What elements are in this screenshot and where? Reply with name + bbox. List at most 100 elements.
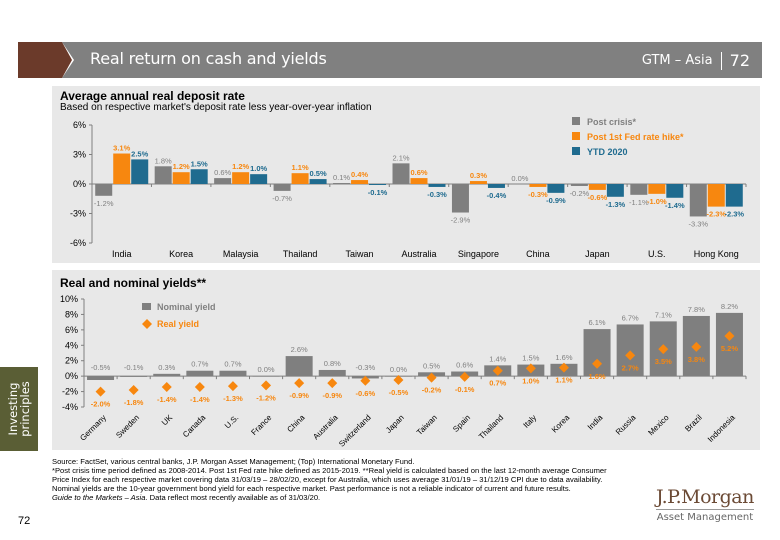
bar-nominal-yield [153, 373, 181, 377]
data-label: -2.3% [724, 210, 744, 219]
real-label: -2.0% [91, 400, 111, 409]
data-label: 0.1% [333, 173, 350, 182]
bar-ytd-2020 [487, 184, 505, 188]
x-tick-label: France [249, 413, 273, 437]
real-label: -0.9% [322, 391, 342, 400]
footnote-nominal: Nominal yields are the 10-year governmen… [52, 484, 571, 493]
bar-ytd-2020 [606, 184, 624, 197]
data-label: -1.1% [629, 198, 649, 207]
real-label: -1.2% [256, 393, 276, 402]
header-chevron [62, 42, 72, 78]
x-tick-label: U.S. [223, 413, 240, 430]
logo-subtitle: Asset Management [656, 512, 754, 523]
real-label: -0.5% [389, 388, 409, 397]
nominal-label: -0.5% [91, 363, 111, 372]
data-label: -0.7% [272, 194, 292, 203]
x-tick-label: India [112, 249, 132, 259]
page-number: 72 [18, 515, 31, 527]
data-label: -2.9% [451, 216, 471, 225]
footnote-cpi: Price Index for each respective market c… [52, 475, 603, 484]
guide-title: Guide to the Markets – Asia [52, 493, 146, 502]
legend-label: Real yield [157, 319, 199, 329]
marker-real-yield [327, 378, 338, 389]
data-label: 0.0% [511, 174, 528, 183]
y-tick-label: -6% [70, 238, 86, 248]
bar-post-fed-hike [172, 172, 190, 184]
x-tick-label: Australia [311, 413, 340, 442]
x-tick-label: Thailand [477, 413, 505, 441]
marker-real-yield [227, 381, 238, 392]
x-tick-label: Canada [181, 413, 208, 440]
nominal-label: 8.2% [721, 302, 738, 311]
bar-post-fed-hike [588, 184, 606, 190]
y-tick-label: 3% [73, 150, 86, 160]
nominal-label: 0.5% [423, 361, 440, 370]
bar-ytd-2020 [309, 179, 327, 184]
bar-post-crisis [392, 163, 410, 184]
marker-real-yield [426, 372, 437, 383]
y-tick-label: 0% [73, 179, 86, 189]
x-tick-label: Australia [401, 249, 436, 259]
legend-swatch [572, 147, 580, 155]
data-label: 2.5% [131, 149, 148, 158]
guide-rest: . Data reflect most recently available a… [145, 493, 321, 502]
bar-nominal-yield [87, 376, 115, 380]
bar-post-crisis [689, 184, 707, 217]
x-tick-label: India [586, 413, 605, 432]
marker-real-yield [691, 341, 702, 352]
bar-post-fed-hike [351, 180, 369, 184]
bar-post-crisis [95, 184, 113, 196]
data-label: -0.6% [588, 193, 608, 202]
y-tick-label: -3% [70, 209, 86, 219]
nominal-label: 0.0% [257, 365, 274, 374]
x-tick-label: Mexico [646, 413, 671, 438]
real-label: -1.3% [223, 394, 243, 403]
legend-label: Nominal yield [157, 302, 216, 312]
x-tick-label: Malaysia [223, 249, 259, 259]
legend-label: Post crisis* [587, 117, 637, 127]
data-label: -1.3% [606, 200, 626, 209]
bar-post-crisis [451, 184, 469, 213]
deposit-rate-panel: Average annual real deposit rate Based o… [52, 86, 760, 263]
data-label: 0.3% [470, 171, 487, 180]
bar-ytd-2020 [725, 184, 743, 207]
y-tick-label: 6% [65, 325, 78, 335]
data-label: -3.3% [688, 219, 708, 228]
y-tick-label: 10% [60, 294, 78, 304]
y-tick-label: 2% [65, 356, 78, 366]
x-tick-label: Indonesia [706, 413, 737, 444]
bar-post-fed-hike [648, 184, 666, 194]
y-tick-label: 8% [65, 309, 78, 319]
bar-post-fed-hike [113, 153, 131, 184]
x-tick-label: Singapore [458, 249, 499, 259]
bar-post-fed-hike [469, 181, 487, 184]
x-tick-label: Switzerland [337, 413, 373, 449]
x-tick-label: Hong Kong [694, 249, 739, 259]
data-label: 1.0% [250, 164, 267, 173]
header-accent [18, 42, 62, 78]
header-bar [62, 42, 762, 78]
page-title: Real return on cash and yields [90, 49, 327, 68]
data-label: -1.0% [647, 197, 667, 206]
data-label: 0.6% [214, 168, 231, 177]
x-tick-label: UK [160, 413, 175, 428]
marker-real-yield [492, 365, 503, 376]
bar-post-fed-hike [410, 178, 428, 184]
marker-real-yield [393, 375, 404, 385]
marker-real-yield [360, 375, 371, 386]
y-tick-label: -4% [62, 402, 78, 412]
real-label: 0.7% [489, 379, 506, 388]
nominal-label: 0.0% [390, 365, 407, 374]
bar-post-crisis [214, 178, 232, 184]
bar-post-crisis [511, 184, 529, 185]
header-page-number: 72 [729, 51, 750, 70]
nominal-label: 1.5% [522, 354, 539, 363]
x-tick-label: Taiwan [346, 249, 374, 259]
real-label: 5.2% [721, 344, 738, 353]
real-label: -0.2% [422, 386, 442, 395]
nominal-label: 0.6% [456, 361, 473, 370]
jpmorgan-logo: J.P.Morgan Asset Management [656, 486, 754, 523]
x-tick-label: Japan [384, 413, 406, 435]
data-label: 1.2% [232, 162, 249, 171]
real-label: 1.6% [588, 372, 605, 381]
